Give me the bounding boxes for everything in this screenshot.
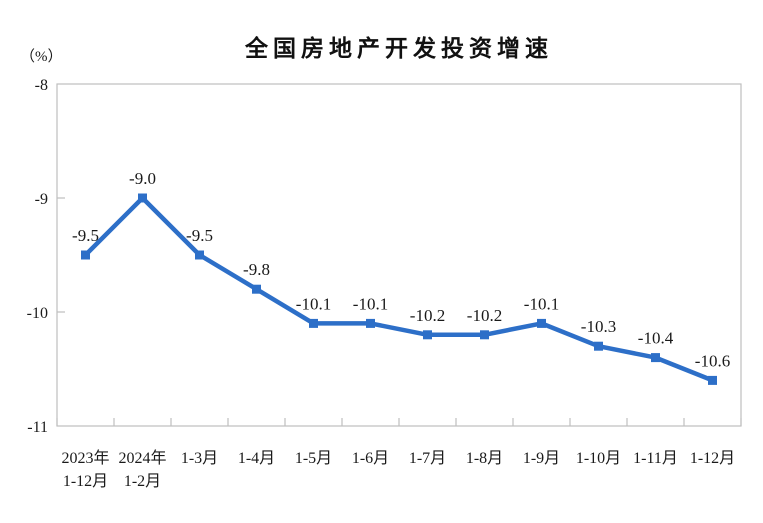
x-tick-label: 2024年 1-2月 [118,449,166,490]
data-point-label: -10.2 [410,306,445,325]
x-tick-label: 1-11月 [633,450,678,467]
data-point-label: -10.3 [581,317,616,336]
x-tick-label: 1-9月 [523,450,560,467]
data-point-label: -9.5 [72,226,99,245]
data-point-marker [537,318,546,328]
data-point-marker [366,318,375,328]
x-tick-label: 1-5月 [295,450,332,467]
data-point-label: -10.2 [467,306,502,325]
x-tick-label: 1-4月 [238,450,275,467]
data-point-marker [594,341,603,351]
data-point-label: -10.4 [638,329,674,348]
data-point-marker [252,284,261,294]
data-point-label: -10.1 [353,294,388,313]
data-point-marker [480,330,489,340]
y-tick-label: -11 [27,419,48,436]
data-point-label: -9.8 [243,260,270,279]
data-point-label: -10.6 [695,351,730,370]
data-point-marker [138,193,147,203]
x-tick-label: 1-6月 [352,450,389,467]
y-tick-label: -9 [35,191,48,208]
x-tick-label: 2023年 1-12月 [61,449,109,490]
data-point-marker [708,375,717,385]
data-point-label: -9.0 [129,169,156,188]
data-point-marker [423,330,432,340]
x-tick-label: 1-12月 [690,450,735,467]
data-point-label: -10.1 [524,294,559,313]
y-axis-unit-label: （%） [20,49,63,65]
x-tick-label: 1-3月 [181,450,218,467]
chart-title: 全国房地产开发投资增速 [245,36,553,62]
data-point-label: -10.1 [296,294,331,313]
data-line [83,195,714,383]
x-tick-label: 1-10月 [576,450,621,467]
y-tick-label: -10 [27,305,48,322]
data-point-marker [309,318,318,328]
data-point-marker [195,250,204,260]
x-tick-label: 1-8月 [466,450,503,467]
y-tick-label: -8 [35,77,48,94]
data-point-marker [81,250,90,260]
data-point-marker [651,353,660,363]
plot-border [56,83,742,427]
data-point-label: -9.5 [186,226,213,245]
x-tick-label: 1-7月 [409,450,446,467]
